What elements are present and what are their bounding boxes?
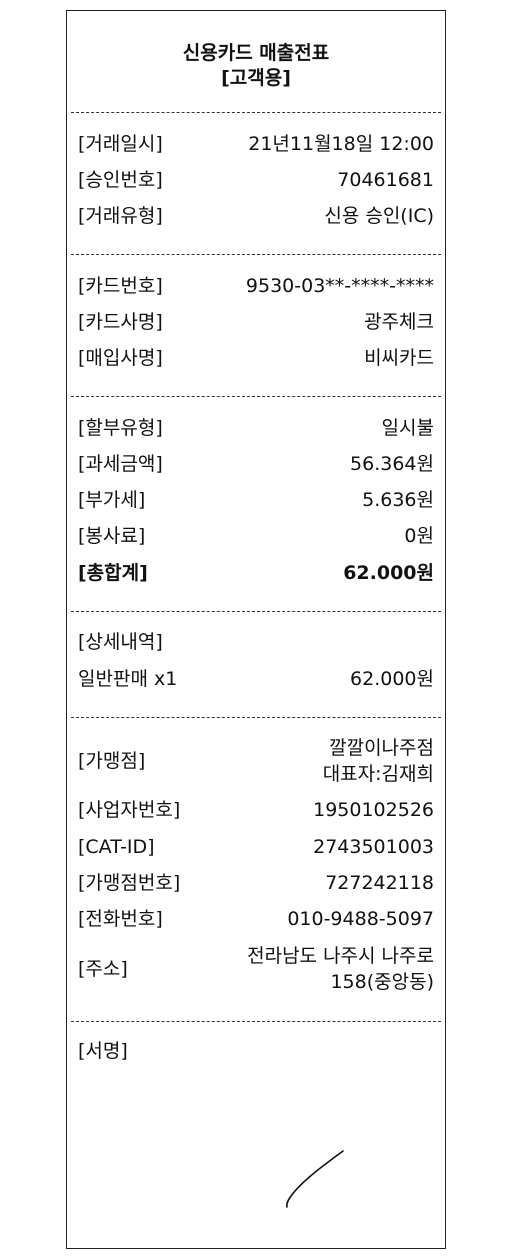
business-number-label: [사업자번호] — [78, 799, 181, 821]
transaction-date-row: [거래일시] 21년11월18일 12:00 — [78, 131, 434, 157]
taxable-amount-value: 56.364원 — [350, 453, 434, 475]
merchant-number-value: 727242118 — [325, 872, 434, 894]
section-divider — [71, 254, 441, 255]
address-line1: 전라남도 나주시 나주로 — [247, 945, 434, 967]
receipt-subtitle: [고객용] — [221, 67, 291, 89]
merchant-name-row: [가맹점] 깔깔이나주점 대표자:김재희 — [78, 735, 434, 787]
merchant-name-value: 깔깔이나주점 대표자:김재희 — [323, 735, 434, 787]
merchant-name-line1: 깔깔이나주점 — [329, 737, 434, 759]
installment-row: [할부유형] 일시불 — [78, 415, 434, 441]
installment-value: 일시불 — [381, 417, 434, 439]
card-issuer-row: [카드사명] 광주체크 — [78, 309, 434, 335]
transaction-type-label: [거래유형] — [78, 205, 163, 227]
details-label: [상세내역] — [78, 631, 163, 653]
cat-id-value: 2743501003 — [313, 836, 434, 858]
card-issuer-label: [카드사명] — [78, 311, 163, 333]
merchant-representative: 대표자:김재희 — [322, 763, 434, 785]
total-row: [총합계] 62.000원 — [78, 560, 434, 586]
approval-number-label: [승인번호] — [78, 169, 163, 191]
vat-label: [부가세] — [78, 489, 146, 511]
taxable-amount-label: [과세금액] — [78, 453, 163, 475]
address-value: 전라남도 나주시 나주로 158(중앙동) — [247, 943, 434, 995]
transaction-type-value: 신용 승인(IC) — [324, 205, 434, 227]
receipt: 신용카드 매출전표 [고객용] [거래일시] 21년11월18일 12:00 [… — [66, 10, 446, 1249]
card-acquirer-row: [매입사명] 비씨카드 — [78, 345, 434, 371]
address-label: [주소] — [78, 958, 128, 980]
address-row: [주소] 전라남도 나주시 나주로 158(중앙동) — [78, 943, 434, 995]
cat-id-label: [CAT-ID] — [78, 836, 155, 858]
card-acquirer-label: [매입사명] — [78, 347, 163, 369]
receipt-title-block: 신용카드 매출전표 [고객용] — [67, 41, 445, 91]
card-acquirer-value: 비씨카드 — [364, 347, 434, 369]
merchant-number-row: [가맹점번호] 727242118 — [78, 870, 434, 896]
section-divider — [71, 396, 441, 397]
card-issuer-value: 광주체크 — [364, 311, 434, 333]
vat-value: 5.636원 — [362, 489, 434, 511]
phone-label: [전화번호] — [78, 908, 163, 930]
card-number-label: [카드번호] — [78, 275, 163, 297]
service-charge-value: 0원 — [404, 525, 434, 547]
detail-item-row: 일반판매 x1 62.000원 — [78, 666, 434, 692]
transaction-type-row: [거래유형] 신용 승인(IC) — [78, 203, 434, 229]
section-divider — [71, 717, 441, 718]
vat-row: [부가세] 5.636원 — [78, 487, 434, 513]
approval-number-value: 70461681 — [337, 169, 434, 191]
receipt-title: 신용카드 매출전표 — [182, 42, 330, 64]
taxable-amount-row: [과세금액] 56.364원 — [78, 451, 434, 477]
card-number-value: 9530-03**-****-**** — [245, 275, 434, 297]
total-value: 62.000원 — [343, 562, 434, 584]
section-divider — [71, 611, 441, 612]
merchant-name-label: [가맹점] — [78, 750, 146, 772]
transaction-date-value: 21년11월18일 12:00 — [248, 133, 434, 155]
phone-value: 010-9488-5097 — [287, 908, 434, 930]
detail-item-name: 일반판매 x1 — [78, 668, 178, 690]
section-divider — [71, 112, 441, 113]
transaction-date-label: [거래일시] — [78, 133, 163, 155]
business-number-row: [사업자번호] 1950102526 — [78, 797, 434, 823]
approval-number-row: [승인번호] 70461681 — [78, 167, 434, 193]
handwritten-signature — [286, 1150, 344, 1208]
section-divider — [71, 1021, 441, 1022]
address-line2: 158(중앙동) — [330, 971, 434, 993]
detail-item-amount: 62.000원 — [350, 668, 434, 690]
business-number-value: 1950102526 — [313, 799, 434, 821]
service-charge-row: [봉사료] 0원 — [78, 523, 434, 549]
cat-id-row: [CAT-ID] 2743501003 — [78, 834, 434, 860]
service-charge-label: [봉사료] — [78, 525, 146, 547]
installment-label: [할부유형] — [78, 417, 163, 439]
card-number-row: [카드번호] 9530-03**-****-**** — [78, 273, 434, 299]
signature-label: [서명] — [78, 1040, 128, 1062]
merchant-number-label: [가맹점번호] — [78, 872, 181, 894]
phone-row: [전화번호] 010-9488-5097 — [78, 906, 434, 932]
total-label: [총합계] — [78, 562, 148, 584]
